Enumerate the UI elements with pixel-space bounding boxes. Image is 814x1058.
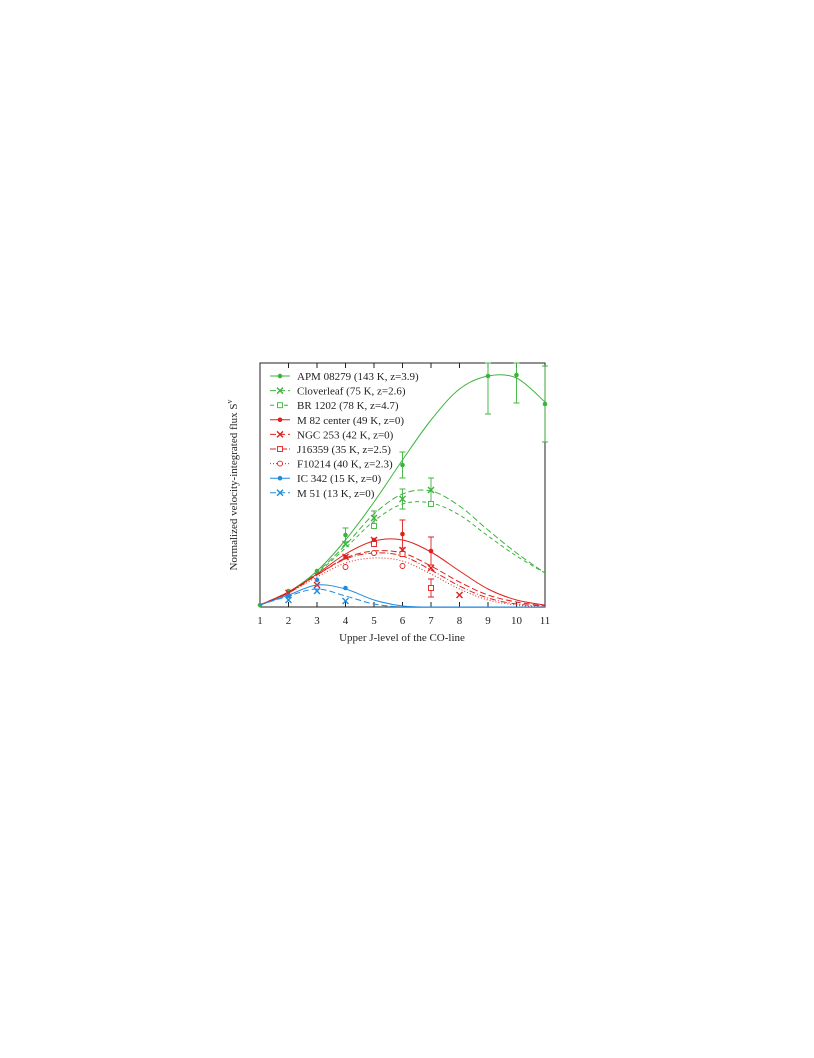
legend-entry: IC 342 (15 K, z=0) — [270, 473, 381, 485]
point — [314, 577, 320, 583]
legend-label: J16359 (35 K, z=2.5) — [297, 444, 391, 456]
legend-label: Cloverleaf (75 K, z=2.6) — [297, 386, 406, 398]
x-tick-label: 10 — [511, 615, 523, 627]
legend-entry: M 51 (13 K, z=0) — [270, 488, 375, 500]
x-tick-label: 4 — [343, 615, 349, 627]
point — [399, 563, 406, 569]
point — [343, 585, 348, 591]
x-tick-label: 2 — [286, 615, 292, 627]
legend-marker — [277, 402, 283, 409]
error-bar — [485, 362, 491, 415]
legend-marker — [277, 475, 283, 481]
x-tick-label: 11 — [540, 615, 551, 627]
y-axis-label-text: Normalized velocity-integrated flux S — [228, 403, 240, 570]
legend-entry: NGC 253 (42 K, z=0) — [270, 429, 394, 441]
legend-entry: J16359 (35 K, z=2.5) — [270, 444, 391, 456]
point — [399, 495, 406, 503]
legend-label: APM 08279 (143 K, z=3.9) — [297, 371, 419, 383]
legend-entry: BR 1202 (78 K, z=4.7) — [270, 400, 399, 412]
legend-entry: Cloverleaf (75 K, z=2.6) — [270, 386, 406, 398]
model-curve — [260, 501, 545, 606]
x-tick-label: 8 — [457, 615, 463, 627]
x-tick-label: 6 — [400, 615, 406, 627]
x-tick-label: 3 — [314, 615, 320, 627]
x-tick-label: 7 — [428, 615, 434, 627]
model-curve — [260, 557, 545, 607]
legend-label: IC 342 (15 K, z=0) — [297, 473, 381, 485]
x-tick-label: 1 — [257, 615, 263, 627]
legend-entry: F10214 (40 K, z=2.3) — [270, 459, 393, 471]
point — [342, 553, 349, 561]
y-axis-label: Normalized velocity-integrated flux Sv — [225, 399, 240, 570]
legend-marker — [277, 373, 283, 379]
point — [428, 501, 434, 507]
point — [371, 541, 377, 547]
legend-label: M 51 (13 K, z=0) — [297, 488, 375, 500]
point — [400, 531, 405, 537]
point — [485, 373, 491, 379]
model-curve — [260, 584, 545, 607]
legend-marker — [276, 387, 284, 395]
legend-marker — [276, 430, 284, 438]
point — [314, 568, 320, 574]
point — [427, 486, 435, 494]
legend-entry: M 82 center (49 K, z=0) — [270, 415, 404, 427]
model-curve — [260, 550, 545, 607]
point — [428, 585, 434, 591]
legend-marker — [277, 446, 283, 452]
legend-entry: APM 08279 (143 K, z=3.9) — [270, 371, 419, 383]
legend-label: M 82 center (49 K, z=0) — [297, 415, 404, 427]
point — [400, 462, 405, 468]
point — [399, 551, 406, 557]
point — [343, 532, 348, 538]
point — [428, 548, 434, 554]
model-curve — [260, 538, 545, 606]
point — [285, 596, 292, 604]
legend-marker — [277, 460, 283, 467]
legend-marker — [276, 489, 284, 497]
point — [371, 523, 377, 529]
legend-label: BR 1202 (78 K, z=4.7) — [297, 400, 399, 412]
point — [370, 514, 378, 522]
x-axis-label: Upper J-level of the CO-line — [339, 632, 465, 644]
x-tick-label: 9 — [485, 615, 491, 627]
point — [342, 564, 349, 570]
point — [427, 564, 435, 572]
error-bar — [513, 362, 520, 404]
x-tick-label: 5 — [371, 615, 377, 627]
legend-marker — [277, 417, 283, 423]
point — [514, 372, 519, 378]
point — [542, 401, 548, 407]
model-curve — [260, 588, 545, 607]
point — [371, 550, 377, 556]
legend-label: F10214 (40 K, z=2.3) — [297, 459, 393, 471]
y-axis-label-sup: v — [225, 399, 234, 403]
legend-label: NGC 253 (42 K, z=0) — [297, 429, 394, 441]
point — [313, 587, 321, 595]
point — [456, 591, 463, 599]
point — [342, 597, 349, 605]
